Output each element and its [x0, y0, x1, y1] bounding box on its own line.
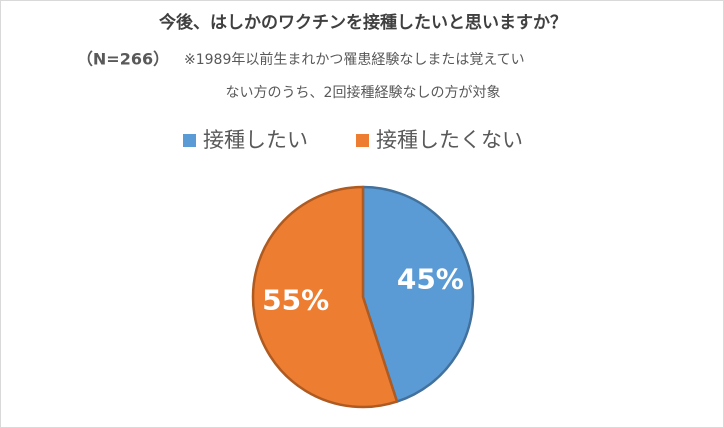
sample-size: （N=266） — [77, 50, 169, 69]
chart-title: 今後、はしかのワクチンを接種したいと思いますか？ — [159, 12, 567, 33]
legend-label: 接種したい — [203, 128, 308, 152]
data-label: 45% — [397, 262, 464, 295]
data-label: 55% — [262, 284, 329, 317]
pie-slice — [361, 185, 475, 403]
legend-swatch — [356, 134, 369, 147]
note-line: ない方のうち、2回接種経験なしの方が対象 — [226, 84, 501, 101]
note-line: ※1989年以前生まれかつ罹患経験なしまたは覚えてい — [184, 51, 525, 68]
pie-slice — [251, 185, 399, 409]
legend-label: 接種したくない — [376, 128, 523, 152]
legend-swatch — [183, 134, 196, 147]
